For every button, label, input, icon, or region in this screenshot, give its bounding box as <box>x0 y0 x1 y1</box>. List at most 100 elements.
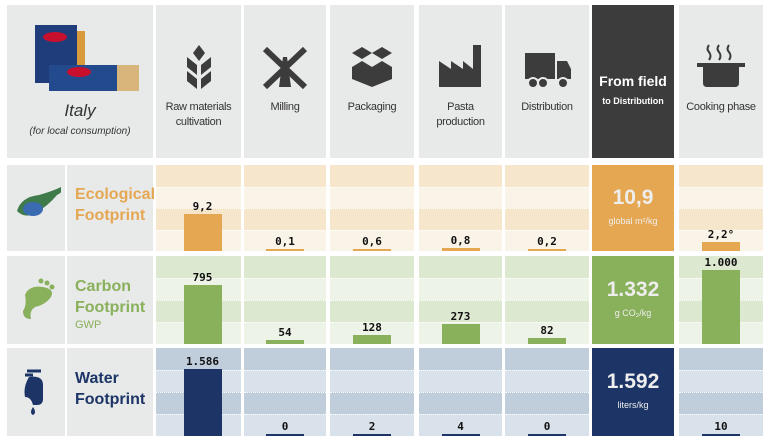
row-name-line: Footprint <box>75 391 146 408</box>
truck-icon <box>525 53 571 89</box>
grid-band <box>244 256 326 278</box>
bar-value-label: 1.586 <box>185 355 220 369</box>
grid-band <box>156 348 241 370</box>
row-sub: GWP <box>75 319 102 331</box>
bar-cell: 9,2 <box>156 165 241 251</box>
carbon-footprint-icon <box>23 278 55 319</box>
factory-icon <box>438 45 481 87</box>
grid-band <box>330 300 414 323</box>
grid-band <box>505 300 589 323</box>
grid-band <box>330 229 414 251</box>
bar-cell: 0,6 <box>330 165 414 251</box>
row-name-line: Footprint <box>75 207 146 224</box>
grid-band <box>419 256 502 278</box>
grid-band <box>419 278 502 301</box>
grid-band <box>244 186 326 209</box>
total-unit: global m²/kg <box>608 216 658 226</box>
cooking-pot-icon <box>697 44 745 87</box>
grid-band <box>679 165 763 187</box>
row-label: Carbon Footprint GWP <box>67 256 153 344</box>
bar-value-label: 4 <box>457 420 464 433</box>
bar-value-label: 9,2 <box>192 200 213 214</box>
grid-band <box>505 278 589 301</box>
grid-band <box>244 300 326 323</box>
bar-value-label: 0,2 <box>537 235 557 248</box>
phase-label: Packaging <box>330 100 414 115</box>
grid-band <box>419 208 502 231</box>
bar-cell: 0,2 <box>505 165 589 251</box>
grid-band <box>419 186 502 209</box>
phase-label-line: Pasta <box>447 101 474 113</box>
bar-cell: 128 <box>330 256 414 344</box>
ecological-footprint-icon-cell <box>7 165 65 251</box>
bar-value-label: 0 <box>543 420 551 433</box>
ecological-footprint-icon <box>17 187 61 216</box>
row-name-line: Carbon <box>75 278 131 295</box>
grid-band <box>419 229 502 251</box>
total-unit: g CO₂/kg <box>614 308 652 318</box>
bar <box>441 323 480 344</box>
row-name-line: Footprint <box>75 299 146 316</box>
water-footprint-icon-cell <box>7 348 65 436</box>
bar-cell: 273 <box>419 256 502 344</box>
bar-value-label: 0,8 <box>450 233 471 247</box>
bar-cell: 0,8 <box>419 165 502 251</box>
total-unit: liters/kg <box>617 400 649 410</box>
bar <box>266 434 304 436</box>
bar <box>702 434 740 436</box>
total-cell: 1.332 g CO₂/kg <box>592 256 674 344</box>
grid-band <box>156 165 241 187</box>
phase-label: Pasta production <box>419 100 502 130</box>
grid-band <box>505 348 589 370</box>
grid-band <box>330 414 414 436</box>
grid-band <box>330 186 414 209</box>
row-name-line: Ecological <box>75 186 156 203</box>
bar-value-label: 2 <box>368 420 376 433</box>
total-value: 1.592 <box>606 370 660 393</box>
grid-band <box>679 392 763 415</box>
phase-label: Distribution <box>505 100 589 115</box>
grid-band <box>419 370 502 393</box>
grid-band <box>244 229 326 251</box>
phase-label-line: production <box>436 116 485 128</box>
water-footprint-icon <box>24 369 43 415</box>
total-title: From field <box>599 73 667 89</box>
phase-label: Raw materials cultivation <box>156 100 241 130</box>
bar <box>353 334 391 344</box>
bar <box>266 249 304 251</box>
total-cell: 10,9 global m²/kg <box>592 165 674 251</box>
total-subtitle: to Distribution <box>602 96 664 106</box>
bar-value-label: 273 <box>450 309 471 323</box>
bar-value-label: 0,6 <box>362 234 382 248</box>
phase-label-line: Raw materials <box>165 101 232 113</box>
bar <box>183 369 222 436</box>
bar-value-label: 82 <box>540 323 554 337</box>
grid-band <box>330 392 414 415</box>
grid-band <box>419 300 502 323</box>
grid-band <box>156 186 241 209</box>
bar <box>441 434 480 436</box>
cooking-header: Cooking phase <box>679 5 763 158</box>
bar-cell: 795 <box>156 256 241 344</box>
total-value: 10,9 <box>612 186 654 209</box>
phase-label-line: Distribution <box>521 101 573 113</box>
wheat-icon <box>186 45 211 89</box>
row-name-line: Water <box>75 370 119 387</box>
row-label: Water Footprint <box>67 348 153 436</box>
total-cell: 1.592 liters/kg <box>592 348 674 436</box>
box-icon <box>352 47 392 87</box>
bar-value-label: 54 <box>278 326 292 340</box>
phase-header: Packaging <box>330 5 414 158</box>
grid-band <box>330 165 414 187</box>
bar-cell: 1.000 <box>679 256 763 344</box>
bar-cell: 1.586 <box>156 348 241 436</box>
grid-band <box>156 256 241 278</box>
bar <box>183 214 222 251</box>
row-name: Carbon Footprint <box>75 276 145 318</box>
total-header: From field to Distribution <box>592 5 674 158</box>
grid-band <box>244 392 326 415</box>
bar-value-label: 795 <box>192 271 213 285</box>
bar-cell: 0,1 <box>244 165 326 251</box>
bar-value-label: 128 <box>362 320 382 334</box>
